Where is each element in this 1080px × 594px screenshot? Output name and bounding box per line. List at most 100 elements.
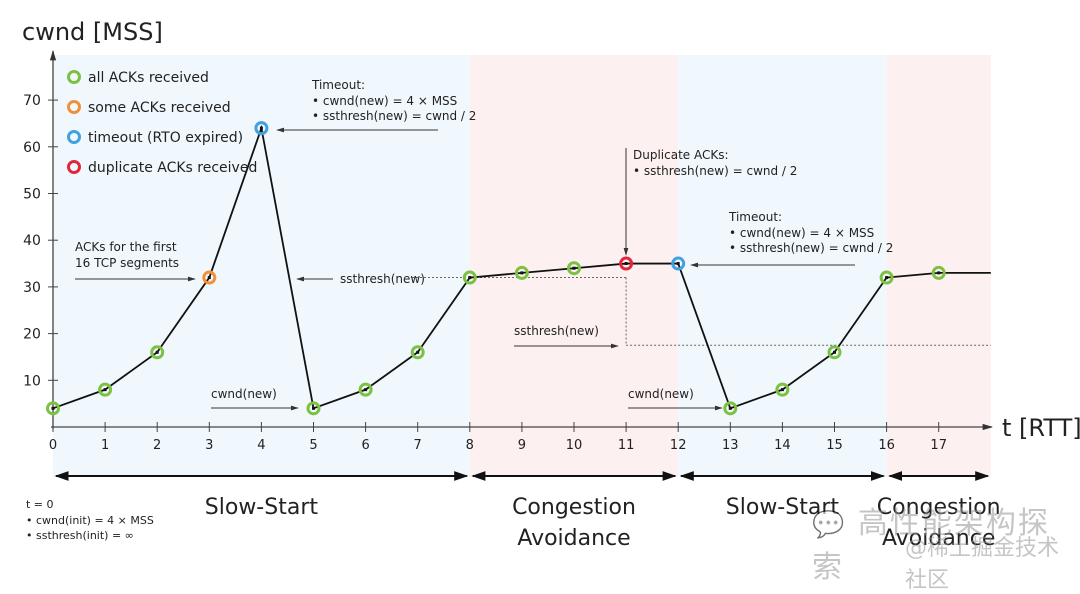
- ssthresh2-label: ssthresh(new): [514, 324, 599, 338]
- x-tick-label: 9: [518, 438, 526, 453]
- legend: all ACKs received some ACKs received timeo…: [67, 70, 257, 176]
- phase-bg-1: [469, 55, 679, 477]
- data-point-all: [46, 401, 60, 416]
- x-tick-label: 11: [618, 438, 635, 453]
- cwnd-new-1-label: cwnd(new): [211, 387, 277, 401]
- data-point-all: [827, 345, 842, 360]
- ssthresh-dotted-lines: [412, 277, 991, 346]
- x-tick-label: 10: [566, 438, 583, 453]
- data-point-all: [723, 401, 738, 416]
- data-point-center: [312, 406, 315, 410]
- x-tick-label: 8: [466, 438, 474, 453]
- data-point-center: [51, 406, 55, 410]
- data-point-center: [572, 266, 576, 270]
- phase-label-0: Slow-Start: [205, 495, 319, 520]
- init-title: t = 0: [26, 498, 54, 511]
- annotations: Timeout:• cwnd(new) = 4 × MSS• ssthresh(…: [26, 78, 893, 542]
- x-tick-label: 12: [670, 438, 687, 453]
- legend-marker-all: [67, 70, 81, 84]
- legend-label-all: all ACKs received: [88, 70, 209, 86]
- x-tick-label: 0: [49, 438, 57, 453]
- watermark-sub: @稀土掘金技术社区: [905, 536, 1060, 593]
- axes: cwnd [MSS]t [RTT]0 1 2 3 4 5 6 7 8 9 10 11 12 13 14 15 1…: [22, 18, 1080, 453]
- ssthresh1-label: ssthresh(new): [340, 272, 425, 286]
- legend-marker-dup: [67, 160, 81, 174]
- y-tick-label: 20: [23, 327, 41, 343]
- timeout2-line: • ssthresh(new) = cwnd / 2: [729, 241, 893, 255]
- legend-label-some: some ACKs received: [88, 100, 231, 116]
- cwnd-chart: cwnd [MSS]t [RTT]0 1 2 3 4 5 6 7 8 9 10 11 12 13 14 15 1…: [22, 18, 1080, 551]
- data-point-center: [780, 388, 784, 392]
- dup-title: Duplicate ACKs:: [633, 148, 729, 162]
- data-point-center: [364, 388, 368, 392]
- data-point-center: [155, 350, 159, 354]
- phase-labels: Slow-Start Congestion Avoidance Slow-Start C…: [54, 471, 1001, 551]
- timeout2-title: Timeout:: [728, 210, 782, 224]
- timeout1-line: • cwnd(new) = 4 × MSS: [312, 94, 457, 108]
- x-tick-label: 13: [722, 438, 739, 453]
- phase-label-2: Slow-Start: [726, 495, 840, 520]
- init-line: • ssthresh(init) = ∞: [26, 529, 134, 542]
- legend-marker-timeout: [67, 130, 81, 144]
- x-tick-label: 7: [414, 438, 422, 453]
- data-point-timeout: [254, 121, 269, 136]
- x-tick-label: 16: [878, 438, 895, 453]
- data-point-timeout: [671, 256, 686, 271]
- legend-marker-some: [67, 100, 81, 114]
- cwnd-new-2-label: cwnd(new): [628, 387, 694, 401]
- data-point-center: [885, 276, 889, 280]
- x-tick-label: 6: [361, 438, 369, 453]
- init-line: • cwnd(init) = 4 × MSS: [26, 514, 154, 527]
- wechat-icon: 💬: [812, 510, 847, 540]
- data-point-all: [98, 382, 113, 397]
- phase-label-3: Avoidance: [882, 526, 995, 551]
- data-point-center: [468, 276, 472, 280]
- x-tick-label: 14: [774, 438, 791, 453]
- dup-line: • ssthresh(new) = cwnd / 2: [633, 164, 797, 178]
- data-point-all: [879, 270, 894, 285]
- x-axis-label: t [RTT]: [1002, 414, 1080, 442]
- x-tick-label: 15: [826, 438, 843, 453]
- data-point-all: [150, 345, 165, 360]
- first16-line: ACKs for the first: [75, 240, 177, 254]
- y-axis-label: cwnd [MSS]: [22, 18, 163, 46]
- timeout1-line: • ssthresh(new) = cwnd / 2: [312, 109, 476, 123]
- data-point-all: [775, 382, 790, 397]
- data-point-all: [358, 382, 373, 397]
- x-tick-label: 5: [309, 438, 317, 453]
- data-point-center: [937, 271, 941, 275]
- data-point-center: [520, 271, 524, 275]
- x-tick-label: 1: [101, 438, 109, 453]
- data-point-center: [416, 350, 420, 354]
- legend-label-dup: duplicate ACKs received: [88, 160, 257, 176]
- y-tick-label: 70: [23, 93, 41, 109]
- data-point-some: [202, 270, 217, 285]
- cwnd-series: [46, 121, 991, 416]
- first16-line: 16 TCP segments: [75, 256, 179, 270]
- phase-backgrounds: [53, 55, 991, 477]
- data-point-all: [567, 261, 581, 276]
- y-tick-label: 10: [23, 373, 41, 389]
- data-point-center: [676, 262, 680, 266]
- data-point-center: [833, 350, 836, 354]
- timeout1-title: Timeout:: [311, 78, 365, 92]
- phase-bg-2: [678, 55, 887, 477]
- data-point-center: [728, 406, 732, 410]
- phase-label-1: Congestion: [512, 495, 636, 520]
- data-point-center: [624, 262, 628, 266]
- data-point-all: [410, 345, 425, 360]
- x-tick-label: 2: [153, 438, 161, 453]
- data-point-center: [103, 388, 107, 392]
- y-tick-label: 50: [23, 187, 41, 203]
- y-tick-label: 40: [23, 233, 41, 249]
- legend-label-timeout: timeout (RTO expired): [88, 130, 243, 146]
- data-point-all: [931, 265, 946, 280]
- data-point-center: [207, 276, 211, 280]
- data-point-dup: [619, 256, 634, 271]
- x-tick-label: 3: [205, 438, 213, 453]
- data-point-all: [462, 270, 477, 285]
- timeout2-line: • cwnd(new) = 4 × MSS: [729, 226, 874, 240]
- x-tick-label: 4: [257, 438, 265, 453]
- data-point-all: [514, 265, 529, 280]
- x-tick-label: 17: [930, 438, 947, 453]
